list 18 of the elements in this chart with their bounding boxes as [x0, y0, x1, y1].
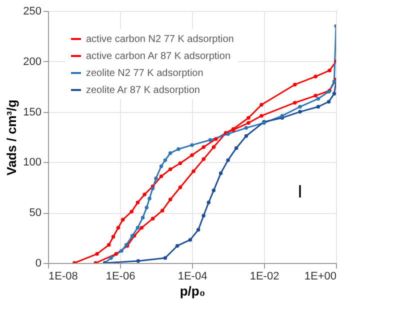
x-axis-title: p/p₀	[180, 284, 206, 298]
x-tick-label: 1E-06	[106, 270, 136, 282]
annotation: I	[297, 181, 303, 202]
x-tick-label: 1E-08	[48, 270, 78, 282]
x-tick-label: 1E-04	[178, 270, 208, 282]
x-tick-label: 1E-02	[250, 270, 280, 282]
x-tick-label: 1E+00	[304, 270, 336, 282]
legend-label: active carbon N2 77 K adsorption	[86, 34, 234, 45]
y-tick-label: 250	[23, 6, 42, 18]
y-tick-label: 50	[29, 207, 42, 220]
y-tick-label: 200	[23, 56, 42, 68]
y-tick-label: 150	[23, 106, 42, 118]
legend-label: zeolite Ar 87 K adsorption	[86, 85, 200, 96]
y-tick-label: 100	[23, 156, 42, 169]
y-axis-title: Vads / cm³/g	[4, 100, 20, 176]
legend-label: zeolite N2 77 K adsorption	[86, 68, 204, 79]
y-tick-label: 0	[35, 258, 42, 270]
legend-label: active carbon Ar 87 K adsorption	[86, 51, 231, 62]
